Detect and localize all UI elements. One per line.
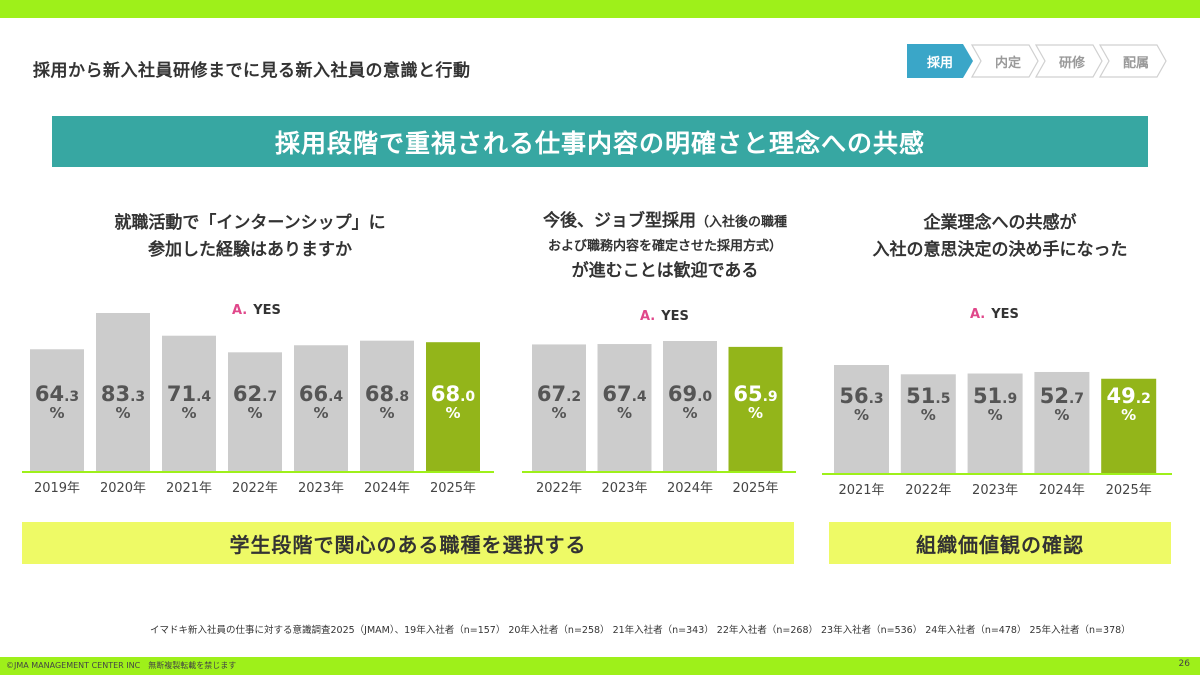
bar — [967, 373, 1023, 474]
data-label: 69.0 — [668, 382, 713, 406]
headline-banner: 採用段階で重視される仕事内容の明確さと理念への共感 — [52, 116, 1148, 167]
data-label: 51.9 — [973, 384, 1017, 408]
category-label: 2025年 — [430, 481, 476, 496]
data-label: 66.4 — [299, 382, 344, 406]
unit-label: % — [313, 404, 328, 422]
unit-label: % — [921, 406, 936, 424]
bar — [663, 341, 717, 472]
category-label: 2025年 — [732, 481, 778, 496]
summary-box-1: 学生段階で関心のある職種を選択する — [22, 522, 794, 564]
bar — [30, 349, 84, 472]
category-label: 2022年 — [536, 481, 582, 496]
unit-label: % — [247, 404, 262, 422]
copyright: ©JMA MANAGEMENT CENTER INC 無断複製転載を禁じます — [6, 661, 237, 670]
process-steps: 採用 内定 研修 配属 — [907, 44, 1172, 78]
question-title-2: 今後、ジョブ型採用（入社後の職種 および職務内容を確定させた採用方式） が進むこ… — [542, 211, 787, 281]
data-label: 68.0 — [431, 382, 476, 406]
category-label: 2023年 — [601, 481, 647, 496]
summary-box-2: 組織価値観の確認 — [829, 522, 1171, 564]
unit-label: % — [551, 404, 566, 422]
bar — [162, 335, 216, 472]
bar — [96, 313, 150, 472]
bar — [1101, 378, 1157, 474]
data-label: 52.7 — [1040, 384, 1084, 408]
data-label: 67.4 — [602, 382, 647, 406]
category-label: 2020年 — [100, 481, 146, 496]
bar — [360, 340, 414, 472]
answer-label-3: A. YES — [970, 307, 1019, 322]
bottom-accent-bar — [0, 657, 1200, 675]
unit-label: % — [617, 404, 632, 422]
step-offer[interactable]: 内定 — [971, 44, 1039, 78]
bar — [597, 344, 652, 472]
bar — [900, 374, 956, 474]
category-label: 2023年 — [972, 483, 1018, 498]
bar — [532, 344, 586, 472]
bar — [728, 346, 783, 472]
source-note: イマドキ新入社員の仕事に対する意識調査2025（JMAM）、19年入社者（n=1… — [150, 625, 1131, 636]
data-label: 83.3 — [101, 382, 145, 406]
data-label: 71.4 — [167, 382, 212, 406]
unit-label: % — [1054, 406, 1069, 424]
unit-label: % — [49, 404, 64, 422]
category-label: 2025年 — [1106, 483, 1152, 498]
unit-label: % — [181, 404, 196, 422]
bar — [294, 345, 348, 472]
data-label: 56.3 — [839, 384, 883, 408]
answer-label-2: A. YES — [640, 309, 689, 324]
bar — [834, 365, 889, 474]
question-title-3: 企業理念への共感が 入社の意思決定の決め手になった — [872, 213, 1128, 260]
unit-label: % — [1121, 406, 1136, 424]
unit-label: % — [682, 404, 697, 422]
question-title-1: 就職活動で「インターンシップ」に 参加した経験はありますか — [114, 213, 386, 260]
answer-label-1: A. YES — [232, 303, 281, 318]
category-label: 2022年 — [232, 481, 278, 496]
unit-label: % — [445, 404, 460, 422]
unit-label: % — [854, 406, 869, 424]
page-title: 採用から新入社員研修までに見る新入社員の意識と行動 — [33, 61, 471, 81]
data-label: 68.8 — [365, 382, 409, 406]
category-label: 2022年 — [905, 483, 951, 498]
chevron-outline-icon — [1099, 44, 1167, 78]
unit-label: % — [748, 404, 763, 422]
unit-label: % — [379, 404, 394, 422]
data-label: 49.2 — [1107, 384, 1151, 408]
step-training[interactable]: 研修 — [1035, 44, 1103, 78]
category-label: 2024年 — [667, 481, 713, 496]
data-label: 64.3 — [35, 382, 79, 406]
bar — [228, 352, 282, 472]
category-label: 2024年 — [364, 481, 410, 496]
category-label: 2019年 — [34, 481, 80, 496]
chevron-outline-icon — [1035, 44, 1103, 78]
category-label: 2024年 — [1039, 483, 1085, 498]
data-label: 51.5 — [906, 384, 950, 408]
top-accent-bar — [0, 0, 1200, 18]
unit-label: % — [988, 406, 1003, 424]
step-assignment[interactable]: 配属 — [1099, 44, 1167, 78]
page-number: 26 — [1178, 659, 1190, 669]
category-label: 2023年 — [298, 481, 344, 496]
data-label: 62.7 — [233, 382, 277, 406]
bar — [426, 342, 480, 472]
data-label: 65.9 — [733, 382, 777, 406]
category-label: 2021年 — [166, 481, 212, 496]
chevron-outline-icon — [971, 44, 1039, 78]
category-label: 2021年 — [838, 483, 884, 498]
data-label: 67.2 — [537, 382, 581, 406]
unit-label: % — [115, 404, 130, 422]
bar — [1034, 371, 1090, 474]
step-recruit[interactable]: 採用 — [907, 44, 973, 78]
